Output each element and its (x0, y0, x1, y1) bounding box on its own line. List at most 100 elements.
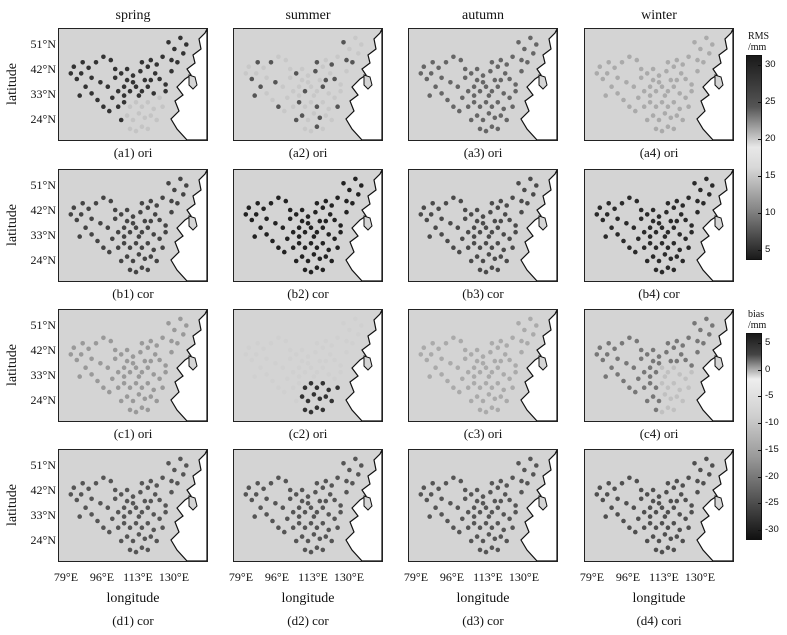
station-dot (157, 95, 162, 101)
station-dot (320, 205, 326, 210)
station-dot (662, 111, 668, 116)
station-dot (152, 71, 158, 76)
station-dot (480, 80, 486, 85)
station-dot (480, 214, 486, 219)
station-dot (433, 505, 438, 510)
station-dot (305, 354, 311, 359)
colorbar-title-unit: /mm (748, 42, 767, 53)
station-dot (98, 80, 103, 85)
station-dot (323, 254, 329, 259)
station-dot (308, 381, 314, 386)
station-dot (480, 117, 486, 123)
station-dot (680, 343, 685, 348)
station-dot (474, 358, 480, 364)
station-dot (457, 108, 462, 114)
station-dot (480, 221, 486, 226)
station-dot (347, 187, 352, 193)
latitude-tick: 42°N (30, 483, 56, 497)
station-dot (468, 398, 474, 404)
station-dot (115, 369, 121, 375)
station-dot (683, 357, 688, 363)
station-dot (647, 100, 653, 105)
station-dot (612, 206, 617, 212)
station-dot (108, 338, 114, 344)
station-dot (627, 104, 632, 109)
station-dot (124, 534, 130, 539)
station-dot (127, 267, 133, 273)
station-dot (513, 229, 518, 235)
peninsula-outline (363, 355, 373, 371)
station-dot (68, 212, 74, 217)
station-dot (638, 75, 644, 81)
station-dot (121, 84, 127, 89)
colorbar-tick-mark (758, 343, 762, 344)
station-dot (338, 369, 343, 375)
station-dot (148, 77, 154, 83)
station-dot (302, 104, 308, 109)
station-dot (471, 514, 477, 519)
station-dot (471, 241, 477, 246)
station-dot (650, 394, 656, 399)
station-dot (445, 518, 450, 524)
station-dot (448, 80, 453, 85)
station-dot (443, 481, 449, 486)
station-dot (332, 236, 337, 242)
station-dot (323, 77, 329, 83)
station-dot (178, 456, 183, 462)
station-dot (293, 398, 299, 404)
latitude-tick: 51°N (30, 37, 56, 51)
station-dot (320, 345, 326, 350)
colorbar-tick-mark (758, 250, 762, 251)
station-dot (495, 407, 501, 413)
station-dot (305, 221, 311, 226)
station-dot (121, 381, 127, 386)
map-svg (243, 170, 382, 281)
station-dot (175, 201, 180, 206)
latitude-tick: 24°N (30, 112, 56, 126)
station-dot (603, 234, 608, 239)
station-dot (671, 205, 677, 210)
station-dot (692, 40, 697, 45)
longitude-tick: 79°E (228, 570, 254, 584)
station-dot (495, 100, 501, 105)
station-dot (662, 374, 668, 379)
colorbar-tick-mark (758, 423, 762, 425)
station-dot (252, 93, 257, 98)
station-dot (299, 218, 305, 224)
station-dot (121, 365, 127, 370)
station-dot (317, 396, 323, 402)
station-dot (323, 113, 329, 118)
station-dot (683, 497, 688, 503)
station-dot (160, 195, 165, 201)
station-dot (680, 258, 685, 264)
station-dot (498, 358, 504, 364)
map-panel (584, 449, 734, 562)
station-dot (445, 378, 450, 384)
station-dot (615, 91, 620, 96)
station-dot (502, 212, 508, 217)
station-dot (154, 343, 159, 348)
station-dot (308, 521, 314, 526)
station-dot (428, 212, 434, 217)
station-dot (436, 206, 441, 212)
station-dot (320, 505, 326, 510)
station-dot (689, 88, 694, 94)
station-dot (689, 503, 694, 508)
station-dot (451, 385, 456, 390)
station-dot (264, 91, 269, 96)
station-dot (477, 369, 483, 375)
station-dot (77, 374, 82, 379)
panel-caption: (d2) cor (287, 613, 329, 628)
station-dot (468, 117, 474, 123)
station-dot (486, 252, 492, 257)
station-dot (142, 218, 148, 224)
station-dot (268, 481, 274, 486)
station-dot (488, 209, 493, 215)
station-dot (344, 489, 349, 495)
station-dot (633, 249, 638, 255)
station-dot (495, 521, 501, 526)
station-dot (115, 525, 121, 530)
station-dot (139, 369, 145, 375)
station-dot (606, 481, 611, 486)
station-dot (148, 57, 154, 63)
